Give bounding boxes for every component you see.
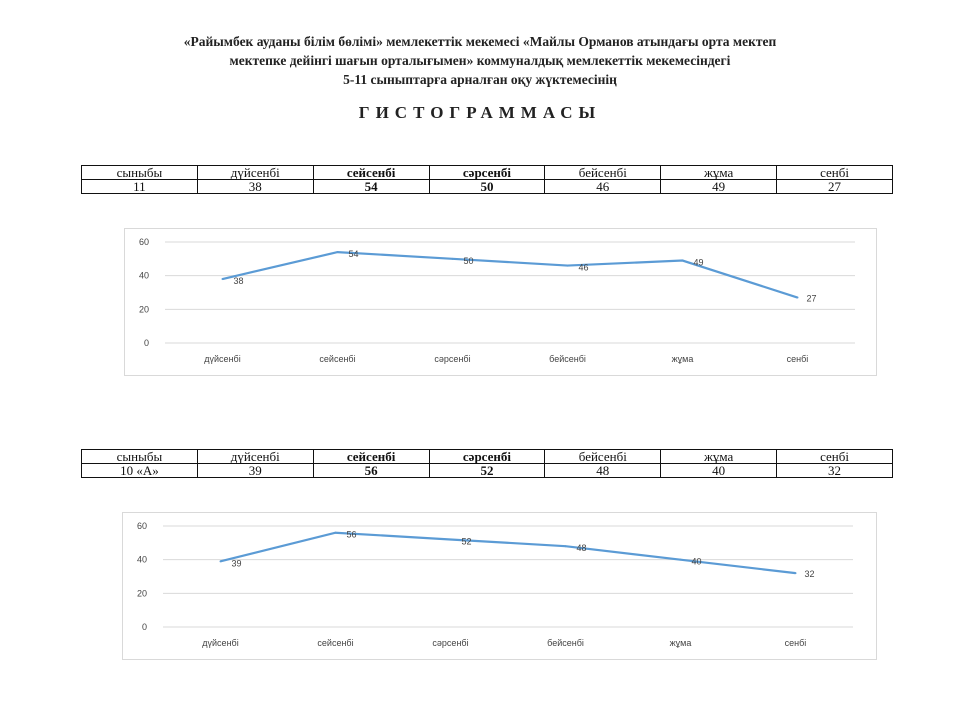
x-tick-label: дүйсенбі: [202, 638, 238, 648]
header-cell: сыныбы: [81, 449, 198, 464]
table-class-10a: сыныбы дүйсенбі сейсенбі сәрсенбі бейсен…: [81, 449, 893, 478]
series-line: [222, 250, 798, 299]
cell: 11: [81, 179, 198, 194]
y-tick-label: 60: [137, 521, 147, 531]
data-label: 56: [346, 530, 356, 540]
y-tick-label: 20: [139, 304, 149, 314]
document-title: ГИСТОГРАММАСЫ: [358, 103, 602, 122]
data-point: [566, 264, 569, 267]
data-point: [221, 278, 224, 281]
data-label: 38: [233, 276, 243, 286]
header-line-3: 5-11 сыныптарға арналған оқу жүктемесіні…: [343, 72, 617, 87]
data-label: 49: [693, 258, 703, 268]
x-tick-label: бейсенбі: [547, 638, 584, 648]
header-cell: дүйсенбі: [196, 165, 314, 180]
data-label: 52: [461, 536, 471, 546]
cell: 46: [544, 179, 662, 194]
data-label: 50: [463, 256, 473, 266]
table-class-11: сыныбы дүйсенбі сейсенбі сәрсенбі бейсен…: [81, 165, 893, 194]
data-point: [219, 560, 222, 563]
x-tick-label: жұма: [670, 638, 692, 648]
table-header-row: сыныбы дүйсенбі сейсенбі сәрсенбі бейсен…: [81, 165, 893, 180]
y-tick-label: 40: [139, 271, 149, 281]
cell: 32: [776, 463, 893, 478]
x-tick-label: сенбі: [785, 638, 807, 648]
data-point: [451, 257, 454, 260]
y-tick-label: 0: [144, 338, 149, 348]
y-tick-label: 0: [142, 622, 147, 632]
data-point: [336, 251, 339, 254]
data-label: 46: [578, 263, 588, 273]
line-chart-class-11: 0 20 40 60 дүйсенбі сейсенбі сәрсенбі бейсенбі ж…: [124, 228, 877, 376]
header-cell: сенбі: [776, 449, 893, 464]
cell: 27: [776, 179, 893, 194]
y-tick-label: 20: [137, 588, 147, 598]
data-label: 32: [804, 569, 814, 579]
series-line: [220, 531, 796, 575]
cell: 10 «А»: [81, 463, 198, 478]
chart-svg: 0 20 40 60 дүйсенбі сейсенбі сәрсенбі бейсенбі ж…: [137, 521, 853, 648]
header-cell: сейсенбі: [312, 165, 430, 180]
data-point: [564, 545, 567, 548]
data-label: 39: [231, 558, 241, 568]
header-cell: сейсенбі: [312, 449, 430, 464]
data-point: [679, 558, 682, 561]
cell: 49: [660, 179, 778, 194]
table-header-row: сыныбы дүйсенбі сейсенбі сәрсенбі бейсен…: [81, 449, 893, 464]
header-cell: бейсенбі: [544, 449, 662, 464]
data-point: [794, 572, 797, 575]
data-label: 27: [806, 294, 816, 304]
data-label: 48: [576, 543, 586, 553]
line-chart-class-10a: 0 20 40 60 дүйсенбі сейсенбі сәрсенбі бейсенбі ж…: [122, 512, 877, 660]
y-tick-label: 60: [139, 237, 149, 247]
header-cell: сәрсенбі: [428, 449, 546, 464]
x-tick-label: сәрсенбі: [434, 354, 470, 364]
cell: 38: [196, 179, 314, 194]
header-cell: сәрсенбі: [428, 165, 546, 180]
x-tick-label: бейсенбі: [549, 354, 586, 364]
x-tick-label: сейсенбі: [319, 354, 355, 364]
header-cell: дүйсенбі: [196, 449, 314, 464]
header-line-2: мектепке дейінгі шағын орталығымен» комм…: [229, 53, 731, 68]
header-cell: жұма: [660, 165, 778, 180]
x-tick-label: дүйсенбі: [204, 354, 240, 364]
header-cell: жұма: [660, 449, 778, 464]
table-row: 10 «А» 39 56 52 48 40 32: [81, 463, 893, 478]
cell: 40: [660, 463, 778, 478]
header-cell: сыныбы: [81, 165, 198, 180]
cell: 56: [312, 463, 430, 478]
chart-svg: 0 20 40 60 дүйсенбі сейсенбі сәрсенбі бейсенбі ж…: [139, 237, 855, 364]
header-cell: бейсенбі: [544, 165, 662, 180]
cell: 54: [312, 179, 430, 194]
data-label: 54: [348, 249, 358, 259]
x-tick-label: сәрсенбі: [432, 638, 468, 648]
data-point: [796, 296, 799, 299]
data-point: [449, 538, 452, 541]
cell: 52: [428, 463, 546, 478]
cell: 50: [428, 179, 546, 194]
data-label: 40: [691, 557, 701, 567]
data-point: [681, 259, 684, 262]
x-tick-label: жұма: [672, 354, 694, 364]
cell: 39: [196, 463, 314, 478]
table-row: 11 38 54 50 46 49 27: [81, 179, 893, 194]
header-line-1: «Райымбек ауданы білім бөлімі» мемлекетт…: [183, 34, 777, 49]
x-tick-label: сейсенбі: [317, 638, 353, 648]
cell: 48: [544, 463, 662, 478]
header-cell: сенбі: [776, 165, 893, 180]
x-tick-label: сенбі: [787, 354, 809, 364]
data-point: [334, 531, 337, 534]
y-tick-label: 40: [137, 555, 147, 565]
